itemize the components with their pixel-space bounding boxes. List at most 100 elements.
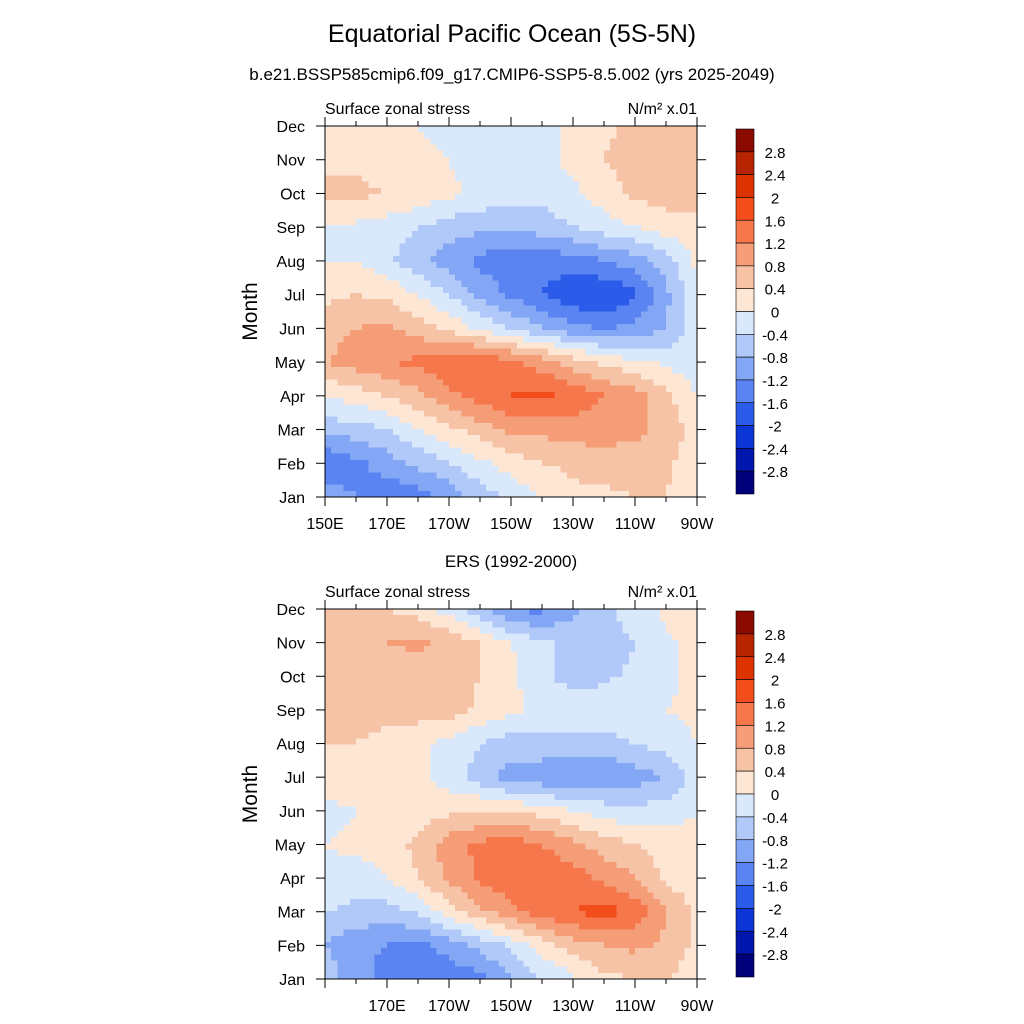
heatmap-cell	[672, 150, 679, 158]
heatmap-cell	[666, 621, 673, 629]
heatmap-cell	[356, 187, 363, 195]
heatmap-cell	[560, 156, 568, 164]
left-string: Surface zonal stress	[325, 101, 470, 118]
heatmap-cell	[573, 237, 580, 245]
heatmap-cell	[554, 615, 562, 622]
heatmap-cell	[356, 305, 363, 313]
heatmap-cell	[542, 701, 549, 709]
heatmap-cell	[585, 255, 593, 263]
heatmap-cell	[405, 646, 413, 653]
heatmap-cell	[579, 231, 586, 238]
heatmap-cell	[418, 286, 425, 294]
heatmap-cell	[610, 472, 617, 480]
heatmap-cell	[647, 373, 655, 381]
heatmap-cell	[473, 150, 481, 158]
heatmap-cell	[653, 237, 661, 245]
heatmap-cell	[666, 212, 673, 220]
heatmap-cell	[455, 701, 462, 709]
heatmap-cell	[647, 194, 655, 201]
heatmap-cell	[331, 664, 338, 672]
heatmap-cell	[591, 658, 599, 666]
heatmap-cell	[424, 262, 431, 269]
heatmap-cell	[424, 280, 431, 288]
heatmap-cell	[604, 422, 611, 430]
heatmap-cell	[610, 447, 617, 455]
heatmap-cell	[548, 726, 555, 733]
heatmap-cell	[554, 144, 562, 152]
heatmap-cell	[430, 391, 438, 399]
heatmap-cell	[387, 360, 394, 368]
heatmap-cell	[356, 459, 363, 467]
heatmap-cell	[672, 317, 679, 325]
heatmap-cell	[678, 237, 686, 245]
heatmap-cell	[647, 156, 655, 164]
heatmap-cell	[523, 268, 531, 275]
heatmap-cell	[573, 317, 580, 325]
heatmap-cell	[480, 317, 487, 325]
heatmap-cell	[430, 484, 438, 492]
heatmap-cell	[635, 472, 642, 480]
heatmap-cell	[548, 441, 555, 449]
heatmap-cell	[356, 609, 363, 616]
heatmap-cell	[486, 701, 493, 709]
heatmap-cell	[542, 212, 549, 220]
heatmap-cell	[380, 169, 388, 177]
heatmap-cell	[647, 323, 655, 331]
heatmap-cell	[548, 342, 555, 350]
heatmap-cell	[517, 490, 524, 498]
heatmap-cell	[473, 194, 481, 201]
heatmap-cell	[622, 707, 630, 715]
heatmap-cell	[610, 299, 617, 306]
heatmap-cell	[628, 132, 636, 139]
heatmap-cell	[498, 459, 506, 467]
heatmap-cell	[579, 299, 586, 306]
heatmap-cell	[597, 156, 605, 164]
heatmap-cell	[628, 391, 636, 399]
heatmap-cell	[418, 726, 425, 733]
heatmap-cell	[622, 720, 630, 727]
heatmap-cell	[405, 305, 413, 313]
heatmap-cell	[529, 200, 537, 207]
heatmap-cell	[449, 181, 456, 189]
heatmap-cell	[325, 181, 332, 189]
heatmap-cell	[368, 621, 376, 629]
heatmap-cell	[641, 175, 648, 183]
heatmap-cell	[504, 683, 512, 690]
heatmap-cell	[548, 268, 555, 275]
heatmap-cell	[399, 218, 407, 226]
heatmap-cell	[579, 627, 586, 635]
heatmap-cell	[622, 404, 630, 412]
heatmap-cell	[393, 664, 400, 672]
heatmap-cell	[504, 354, 512, 362]
heatmap-cell	[666, 262, 673, 269]
heatmap-cell	[628, 367, 636, 374]
heatmap-cell	[498, 732, 506, 740]
heatmap-cell	[641, 428, 648, 436]
heatmap-cell	[554, 713, 562, 721]
heatmap-cell	[579, 323, 586, 331]
heatmap-cell	[554, 274, 562, 282]
heatmap-cell	[362, 633, 369, 641]
heatmap-cell	[492, 615, 500, 622]
heatmap-cell	[449, 676, 456, 684]
heatmap-cell	[610, 268, 617, 275]
heatmap-cell	[498, 385, 506, 393]
heatmap-cell	[529, 447, 537, 455]
heatmap-cell	[653, 354, 661, 362]
heatmap-cell	[523, 218, 531, 226]
heatmap-cell	[461, 720, 469, 727]
heatmap-cell	[393, 212, 400, 220]
heatmap-cell	[343, 484, 351, 492]
heatmap-cell	[672, 726, 679, 733]
heatmap-cell	[666, 336, 673, 344]
heatmap-cell	[523, 249, 531, 257]
heatmap-cell	[486, 472, 493, 480]
heatmap-cell	[498, 330, 506, 337]
heatmap-cell	[393, 683, 400, 690]
heatmap-cell	[666, 126, 673, 133]
heatmap-cell	[672, 441, 679, 449]
heatmap-cell	[690, 379, 698, 387]
heatmap-cell	[647, 410, 655, 418]
heatmap-cell	[628, 621, 636, 629]
heatmap-cell	[504, 478, 512, 486]
